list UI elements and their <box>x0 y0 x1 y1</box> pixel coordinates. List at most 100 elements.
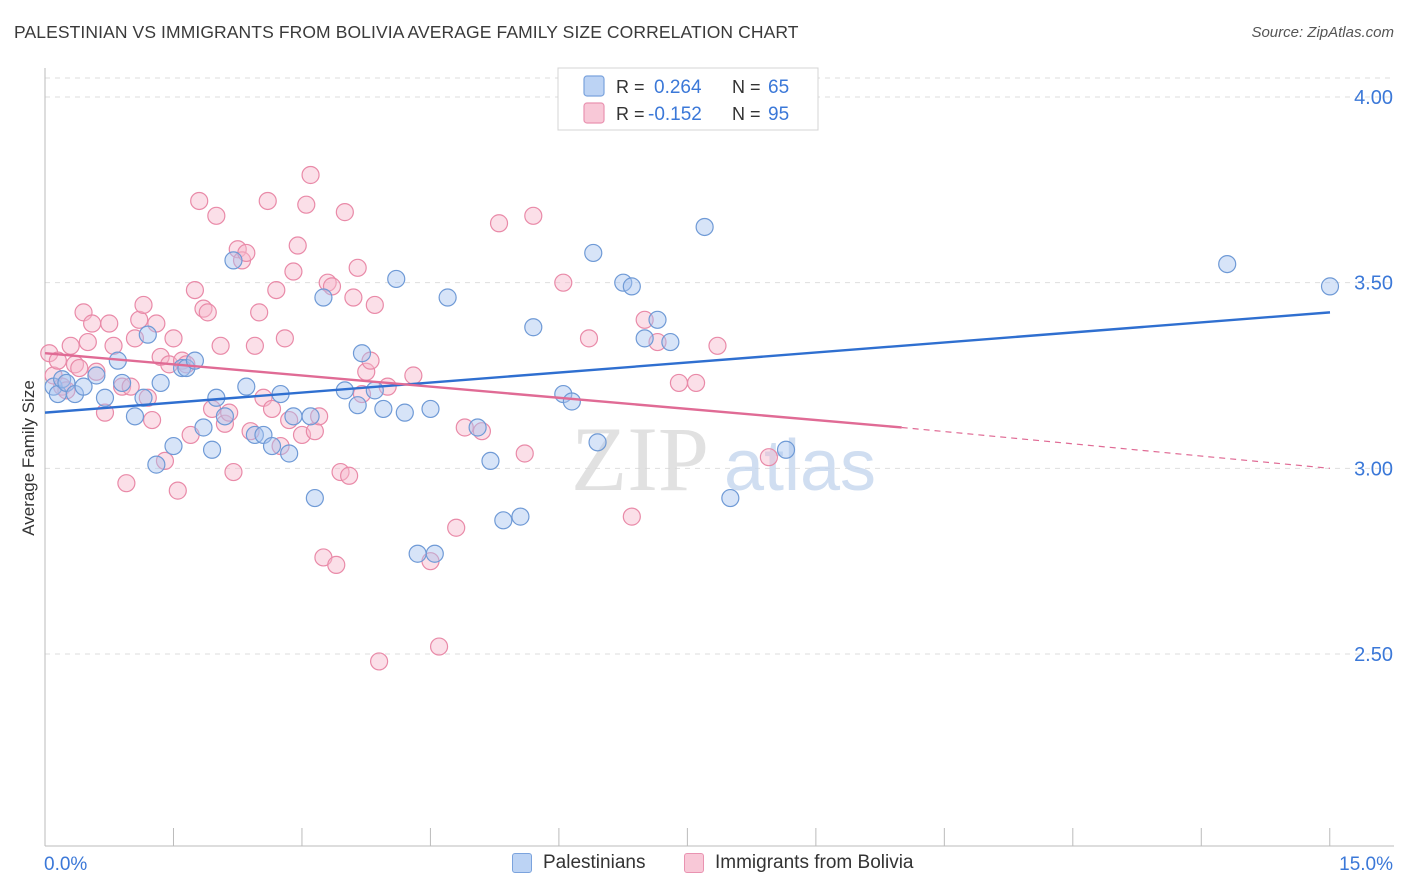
point-palestinians-45 <box>468 418 487 437</box>
series-palestinians-points <box>44 217 1340 563</box>
point-bolivia-27 <box>164 329 183 348</box>
point-palestinians-5 <box>74 377 93 396</box>
point-palestinians-55 <box>622 277 641 296</box>
point-bolivia-16 <box>117 474 136 493</box>
legend-swatch-bolivia <box>583 102 605 124</box>
legend-n-value-1: 65 <box>768 77 789 98</box>
point-palestinians-15 <box>164 436 183 456</box>
point-bolivia-80 <box>447 518 466 537</box>
y-axis-label: Average Family Size <box>19 380 38 536</box>
point-palestinians-63 <box>1320 277 1340 296</box>
source-label: Source: ZipAtlas.com <box>1251 24 1394 41</box>
point-bolivia-65 <box>327 555 346 574</box>
point-palestinians-42 <box>421 399 440 419</box>
point-palestinians-57 <box>648 310 667 329</box>
point-palestinians-53 <box>588 433 607 452</box>
point-palestinians-7 <box>95 388 115 407</box>
legend-r-value-2: -0.152 <box>648 104 702 125</box>
point-bolivia-14 <box>104 336 123 355</box>
point-bolivia-33 <box>190 191 209 211</box>
point-palestinians-49 <box>524 318 543 337</box>
point-palestinians-20 <box>202 440 222 459</box>
grid-lines <box>45 77 1394 655</box>
point-palestinians-46 <box>481 451 500 471</box>
point-bolivia-38 <box>211 336 230 355</box>
point-bolivia-28 <box>168 481 187 500</box>
point-palestinians-61 <box>776 440 796 459</box>
point-palestinians-11 <box>134 388 153 407</box>
point-bolivia-75 <box>370 652 389 671</box>
point-bolivia-10 <box>83 314 102 333</box>
point-palestinians-22 <box>215 407 234 426</box>
legend-swatch-pink <box>684 853 704 873</box>
point-bolivia-89 <box>635 310 654 329</box>
y-tick-labels: 2.50 3.00 3.50 4.00 <box>1354 87 1393 666</box>
point-palestinians-47 <box>494 511 513 530</box>
point-palestinians-33 <box>314 288 333 307</box>
point-bolivia-41 <box>224 462 243 482</box>
legend-swatch-palestinians <box>583 75 605 97</box>
x-tick-label-max: 15.0% <box>1339 854 1393 875</box>
legend-item-palestinians: Palestinians <box>512 852 645 874</box>
legend-r-value-1: 0.264 <box>654 77 702 98</box>
watermark-zip: ZIP <box>571 408 709 510</box>
point-bolivia-94 <box>759 448 778 467</box>
y-tick-label-1: 3.00 <box>1354 458 1393 480</box>
point-palestinians-37 <box>365 381 384 400</box>
point-palestinians-40 <box>395 403 414 422</box>
point-bolivia-53 <box>275 329 294 348</box>
point-palestinians-32 <box>305 488 324 508</box>
point-palestinians-14 <box>151 373 170 393</box>
point-palestinians-48 <box>511 507 530 526</box>
point-bolivia-93 <box>708 336 727 355</box>
x-tick-labels: 0.0% 15.0% <box>44 854 1393 875</box>
point-palestinians-12 <box>138 325 157 344</box>
point-palestinians-31 <box>301 407 320 426</box>
point-bolivia-39 <box>215 414 234 433</box>
point-palestinians-9 <box>112 373 132 393</box>
legend-n-value-2: 95 <box>768 104 789 125</box>
point-palestinians-27 <box>262 436 282 456</box>
legend-r-label-1: R = <box>616 77 645 97</box>
trend-line-bolivia-extrapolated <box>901 426 1331 469</box>
point-bolivia-87 <box>579 329 599 348</box>
point-bolivia-74 <box>365 295 384 315</box>
trend-line-bolivia <box>44 352 902 429</box>
point-bolivia-51 <box>267 280 286 300</box>
point-bolivia-88 <box>622 507 641 526</box>
trend-line-palestinians <box>44 311 1331 414</box>
point-bolivia-2 <box>48 351 67 370</box>
point-bolivia-20 <box>134 295 153 315</box>
y-tick-label-3: 4.00 <box>1354 87 1393 109</box>
point-bolivia-60 <box>305 422 324 441</box>
point-bolivia-7 <box>70 358 89 378</box>
point-bolivia-77 <box>404 366 423 385</box>
chart-title: PALESTINIAN VS IMMIGRANTS FROM BOLIVIA A… <box>14 22 799 42</box>
point-palestinians-43 <box>425 544 444 563</box>
point-palestinians-41 <box>408 544 427 563</box>
point-palestinians-13 <box>147 455 166 474</box>
point-bolivia-67 <box>335 203 354 222</box>
point-bolivia-84 <box>515 444 534 463</box>
point-palestinians-51 <box>562 392 581 411</box>
point-bolivia-49 <box>258 191 277 211</box>
point-palestinians-24 <box>237 377 256 396</box>
bottom-legend: Palestinians Immigrants from Bolivia <box>0 852 1406 878</box>
legend-swatch-blue <box>512 853 532 873</box>
axes <box>44 68 1394 847</box>
point-bolivia-58 <box>297 195 316 214</box>
point-bolivia-13 <box>100 314 119 333</box>
point-palestinians-59 <box>695 217 714 237</box>
point-palestinians-60 <box>721 488 740 508</box>
point-bolivia-91 <box>669 373 689 393</box>
x-tick-label-min: 0.0% <box>44 854 87 875</box>
point-bolivia-32 <box>185 280 205 300</box>
legend-n-label-1: N = <box>732 77 761 97</box>
point-palestinians-6 <box>87 366 106 385</box>
point-bolivia-55 <box>284 262 303 281</box>
point-palestinians-62 <box>1218 255 1237 274</box>
point-bolivia-22 <box>142 410 162 430</box>
point-palestinians-38 <box>374 399 393 419</box>
point-palestinians-36 <box>352 344 372 363</box>
